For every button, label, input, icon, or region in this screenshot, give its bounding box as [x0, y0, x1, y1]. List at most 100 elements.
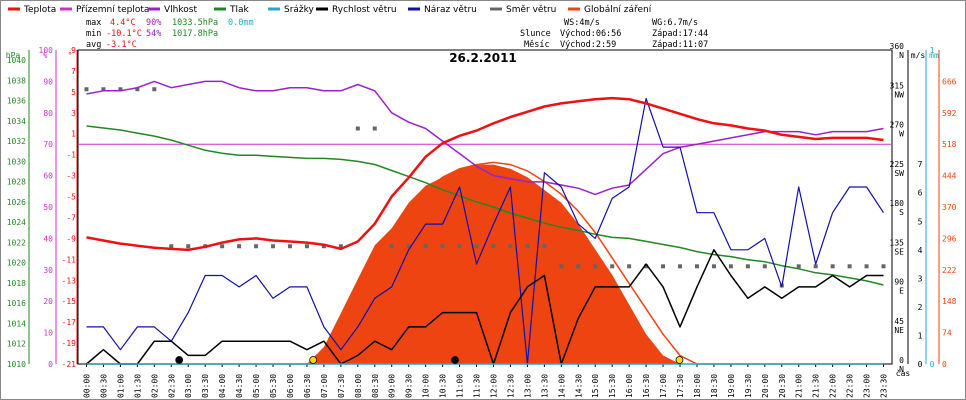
temperature-tick-label: -5	[66, 193, 76, 202]
humidity-tick-label: 50	[43, 203, 53, 212]
pressure-ticks: 1010 1012 1014 1016 1018 1020 1022 1024 1026 1028…	[7, 56, 26, 369]
wind-dir-tick-label: 90	[894, 278, 904, 287]
wind-dir-tick-label: 0	[899, 356, 904, 365]
wind-direction-point	[745, 264, 750, 269]
temperature-tick-label: 7	[71, 67, 76, 76]
astro-moon-label: Měsíc	[524, 40, 550, 50]
wind-speed-tick-label: 7	[918, 160, 923, 169]
wind-speed-tick-label: 3	[918, 274, 923, 283]
wind-direction-point	[372, 126, 377, 131]
x-tick-label: 02:00	[150, 374, 159, 398]
wind-speed-tick-label: 2	[918, 303, 923, 312]
pressure-tick-label: 1012	[7, 340, 26, 349]
x-tick-label: 09:30	[405, 374, 414, 398]
moonrise-marker	[175, 356, 184, 364]
temperature-tick-label: -7	[66, 213, 76, 222]
radiation-ticks: 0 74 148 222 296 370 444 518 592 666	[942, 77, 957, 369]
stats-block: max 4.4°C 90% 1033.5hPa 0.0mm min -10.1°C 54% 10…	[86, 18, 254, 50]
wind-dir-tick-label: 45	[894, 317, 904, 326]
wind-direction-point	[271, 244, 276, 249]
x-tick-label: 21:00	[795, 374, 804, 398]
rain-unit: mm	[929, 51, 939, 60]
x-tick-label: 21:30	[812, 374, 821, 398]
x-tick-label: 22:30	[846, 374, 855, 398]
wind-direction-point	[406, 244, 411, 249]
wind-speed-tick-label: 4	[918, 246, 923, 255]
wind-direction-point	[338, 244, 343, 249]
wind-dir-compass-label: N	[899, 51, 904, 60]
astro-moonset: Západ:11:07	[652, 40, 708, 50]
chart-title: 26.2.2011	[449, 51, 517, 65]
wind-dir-tick-label: 315	[890, 81, 905, 90]
wind-direction-point	[118, 87, 123, 92]
humidity-line	[86, 80, 884, 196]
wind-direction-point	[830, 264, 835, 269]
wind-speed-tick-label: 1	[918, 331, 923, 340]
wind-dir-tick-label: 270	[890, 121, 905, 130]
wind-direction-point	[576, 264, 581, 269]
legend-label: Teplota	[23, 5, 56, 15]
sunset-marker	[675, 356, 684, 364]
pressure-tick-label: 1014	[7, 319, 26, 328]
humidity-ticks: 0 10 20 30 40 50 60 70 80 90 100	[39, 46, 54, 369]
astro-block: WS:4m/s WG:6.7m/s Slunce Východ:06:56 Západ:…	[520, 18, 708, 50]
x-tick-label: 17:30	[676, 374, 685, 398]
astro-sunset: Západ:17:44	[652, 29, 708, 39]
x-tick-label: 05:30	[269, 374, 278, 398]
wind-dir-compass-label: SE	[894, 247, 904, 256]
x-tick-label: 20:30	[778, 374, 787, 398]
wind-speed-tick-label: 5	[918, 217, 923, 226]
temperature-tick-label: 9	[71, 46, 76, 55]
pressure-tick-label: 1040	[7, 56, 26, 65]
x-tick-label: 11:30	[473, 374, 482, 398]
wind-speed-tick-label: 0	[918, 360, 923, 369]
temperature-tick-label: -13	[62, 276, 77, 285]
wind-direction-point	[355, 126, 360, 131]
radiation-tick-label: 518	[942, 140, 957, 149]
radiation-tick-label: 666	[942, 77, 957, 86]
x-tick-label: 07:30	[337, 374, 346, 398]
wind-dir-compass-label: N	[899, 365, 904, 374]
wind-direction-point	[728, 264, 733, 269]
x-tick-label: 12:30	[506, 374, 515, 398]
wind-dir-tick-label: 225	[890, 160, 905, 169]
humidity-tick-label: 20	[43, 297, 53, 306]
wind-direction-point	[152, 87, 157, 92]
rain-tick-label: 0	[930, 360, 935, 369]
pressure-tick-label: 1030	[7, 157, 26, 166]
x-tick-label: 14:00	[557, 374, 566, 398]
stat-max-rain: 0.0mm	[228, 18, 254, 28]
wind-direction-point	[610, 264, 615, 269]
x-tick-label: 14:30	[574, 374, 583, 398]
x-tick-label: 07:00	[320, 374, 329, 398]
temperature-tick-label: 1	[71, 130, 76, 139]
pressure-tick-label: 1032	[7, 137, 26, 146]
legend-label: Vlhkost	[164, 5, 197, 15]
x-tick-label: 13:30	[540, 374, 549, 398]
wind-dir-tick-label: 360	[890, 42, 905, 51]
pressure-tick-label: 1020	[7, 259, 26, 268]
wind-direction-point	[508, 244, 513, 249]
stat-max-pressure: 1033.5hPa	[172, 18, 218, 28]
radiation-tick-label: 370	[942, 203, 957, 212]
legend-label: Náraz větru	[424, 5, 477, 15]
x-tick-label: 00:30	[99, 374, 108, 398]
x-tick-label: 13:00	[523, 374, 532, 398]
astro-sun-label: Slunce	[520, 29, 551, 39]
wind-direction-point	[491, 244, 496, 249]
wind-direction-point	[169, 244, 174, 249]
wind-direction-point	[711, 264, 716, 269]
humidity-tick-label: 30	[43, 266, 53, 275]
x-tick-label: 22:00	[829, 374, 838, 398]
wind-direction-point	[559, 264, 564, 269]
x-tick-label: 18:30	[710, 374, 719, 398]
temperature-tick-label: -3	[66, 172, 76, 181]
legend: Teplota Přízemní teplota Vlhkost Tlak Srážky…	[8, 5, 652, 15]
temperature-tick-label: -9	[66, 234, 76, 243]
humidity-tick-label: 60	[43, 172, 53, 181]
x-tick-label: 23:00	[863, 374, 872, 398]
astro-wg: WG:6.7m/s	[652, 18, 698, 28]
x-tick-label: 02:30	[167, 374, 176, 398]
stat-min-pressure: 1017.8hPa	[172, 29, 218, 39]
